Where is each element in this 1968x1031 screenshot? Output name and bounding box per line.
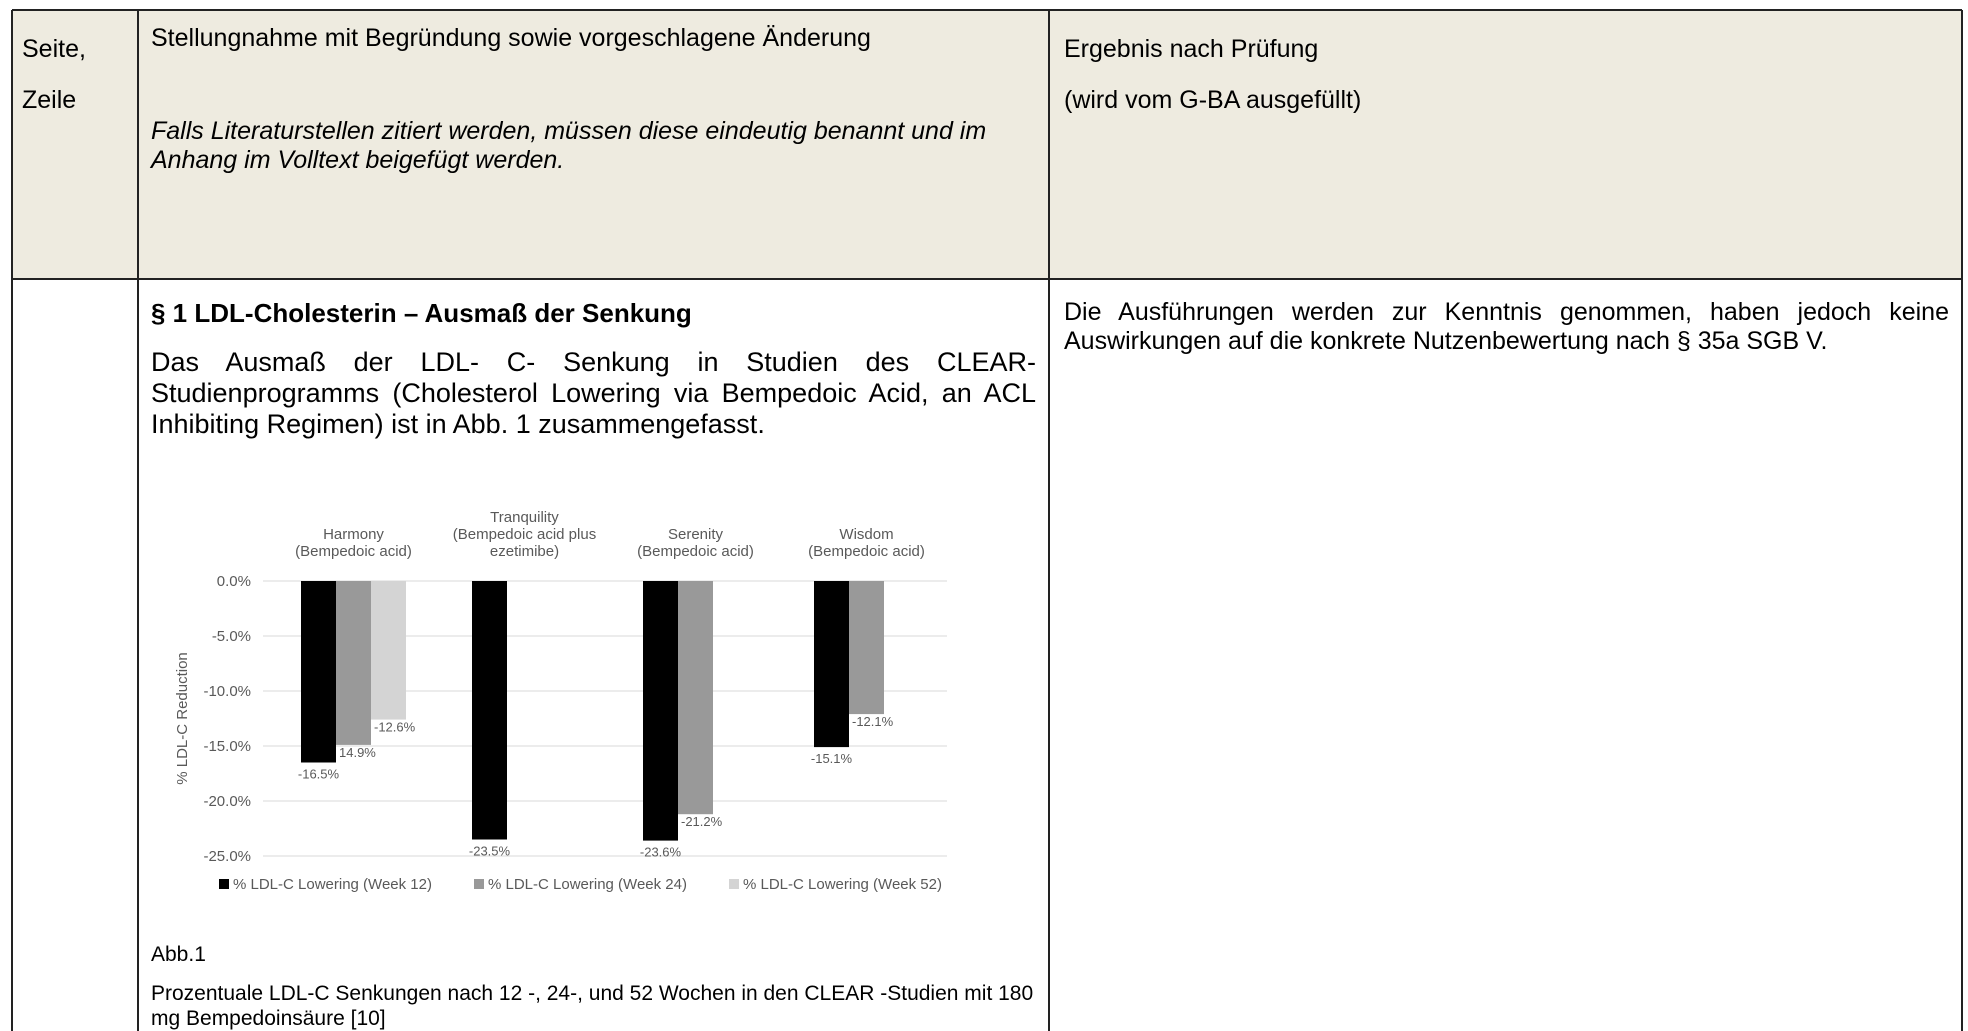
caption-cell: Abb.1 Prozentuale LDL-C Senkungen nach 1…	[151, 943, 1036, 1031]
category-label-line: (Bempedoic acid)	[295, 543, 412, 560]
header-text: Ergebnis nach Prüfung	[1064, 35, 1319, 63]
y-tick-label: -20.0%	[203, 793, 251, 810]
bar	[301, 581, 336, 763]
legend-label: % LDL-C Lowering (Week 52)	[743, 876, 942, 893]
value-label: 14.9%	[339, 745, 376, 760]
y-axis-label: % LDL-C Reduction	[174, 652, 191, 785]
value-label: -23.6%	[640, 845, 682, 860]
category-label-line: Wisdom	[839, 526, 893, 543]
body-cell: § 1 LDL-Cholesterin – Ausmaß der Senkung…	[151, 297, 1036, 440]
value-label: -15.1%	[811, 751, 853, 766]
header-text: Zeile	[22, 86, 77, 114]
category-label-line: (Bempedoic acid)	[808, 543, 925, 560]
header-text: (wird vom G-BA ausgefüllt)	[1064, 86, 1362, 114]
value-label: -23.5%	[469, 844, 511, 859]
category-label-line: ezetimibe)	[490, 543, 559, 560]
bar	[472, 581, 507, 840]
value-label: -12.6%	[374, 720, 416, 735]
border	[1048, 10, 1050, 1031]
category-label-line: Harmony	[323, 526, 384, 543]
result-text: Die Ausführungen werden zur Kenntnis gen…	[1064, 298, 1949, 355]
legend-label: % LDL-C Lowering (Week 12)	[233, 876, 432, 893]
category-label: Tranquility (Bempedoic acid plus ezetimibe…	[453, 509, 596, 560]
border	[137, 10, 139, 1031]
header-title: Stellungnahme mit Begründung sowie vorge…	[151, 24, 871, 52]
value-label: -12.1%	[852, 714, 894, 729]
y-tick-label: 0.0%	[217, 573, 251, 590]
border	[12, 278, 1962, 280]
bar	[643, 581, 678, 841]
header-cell: Stellungnahme mit Begründung sowie vorge…	[151, 24, 1036, 175]
category-label-line: Serenity	[668, 526, 724, 543]
header-cell: Seite, Zeile	[22, 24, 86, 126]
category-label-line: Tranquility	[490, 509, 559, 526]
header-background	[12, 10, 1962, 279]
category-label: Serenity (Bempedoic acid)	[637, 526, 754, 560]
border	[12, 9, 1962, 11]
category-label-line: (Bempedoic acid)	[637, 543, 754, 560]
category-label: Harmony (Bempedoic acid)	[295, 526, 412, 560]
bar	[371, 581, 406, 720]
border	[1961, 10, 1963, 1031]
y-tick-label: -25.0%	[203, 848, 251, 865]
header-cell: Ergebnis nach Prüfung (wird vom G-BA aus…	[1064, 24, 1361, 126]
value-label: -16.5%	[298, 767, 340, 782]
header-note: Falls Literaturstellen zitiert werden, m…	[151, 117, 987, 174]
legend-swatch	[219, 879, 229, 889]
section-heading: § 1 LDL-Cholesterin – Ausmaß der Senkung	[151, 298, 692, 328]
bar	[678, 581, 713, 815]
bar	[849, 581, 884, 715]
value-label: -21.2%	[681, 814, 723, 829]
paragraph: Das Ausmaß der LDL- C- Senkung in Studie…	[151, 347, 1036, 439]
y-tick-label: -10.0%	[203, 683, 251, 700]
category-label: Wisdom (Bempedoic acid)	[808, 526, 925, 560]
header-text: Seite,	[22, 35, 86, 63]
y-tick-label: -15.0%	[203, 738, 251, 755]
border	[11, 10, 13, 1031]
category-label-line: (Bempedoic acid plus	[453, 526, 596, 543]
figure-label: Abb.1	[151, 943, 206, 966]
caption: Prozentuale LDL-C Senkungen nach 12 -, 2…	[151, 982, 1034, 1030]
y-tick-label: -5.0%	[212, 628, 251, 645]
legend-swatch	[474, 879, 484, 889]
bar	[336, 581, 371, 745]
bar	[814, 581, 849, 748]
legend-label: % LDL-C Lowering (Week 24)	[488, 876, 687, 893]
chart: 0.0% -5.0% -10.0% -15.0% -20.0% -25.0% % LDL-C…	[174, 509, 947, 893]
legend-swatch	[729, 879, 739, 889]
